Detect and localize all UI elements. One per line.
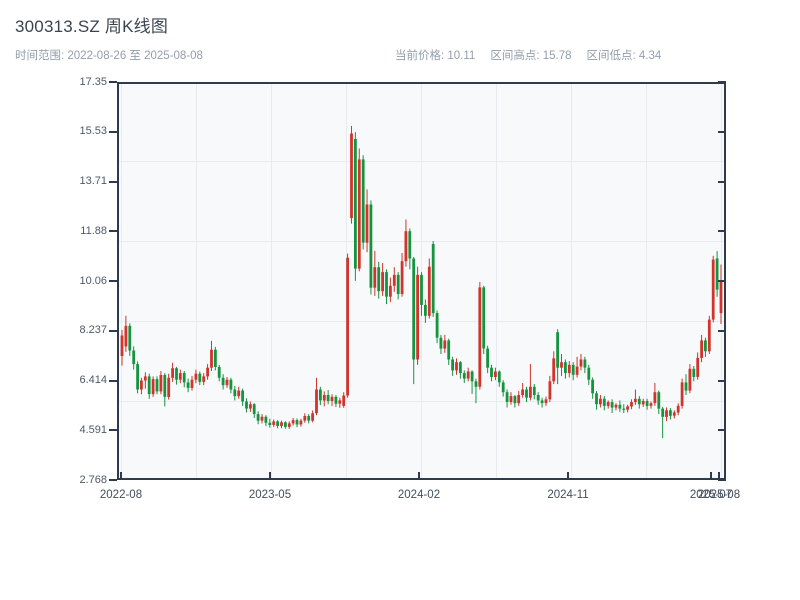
x-tick-label: 2025-08: [697, 489, 741, 501]
tick-mark: [109, 180, 117, 183]
x-tick-label: 2025-07: [689, 489, 733, 501]
tick-mark: [718, 329, 726, 332]
range-high-label: 区间高点: 15.78: [490, 50, 572, 62]
candlestick-plot: [120, 125, 723, 439]
tick-mark: [418, 472, 420, 479]
y-tick-label: 8.237: [79, 324, 107, 336]
price-summary: 当前价格: 10.11 区间高点: 15.78 区间低点: 4.34: [395, 47, 661, 63]
x-tick-label: 2022-08: [99, 489, 143, 501]
tick-mark: [710, 472, 712, 479]
y-tick-label: 4.591: [79, 424, 107, 436]
y-tick-label: 6.414: [79, 374, 107, 386]
x-tick-label: 2024-11: [547, 489, 589, 501]
range-low-label: 区间低点: 4.34: [586, 50, 662, 62]
tick-mark: [718, 280, 726, 282]
tick-mark: [718, 81, 726, 83]
tick-mark: [718, 479, 726, 481]
tick-mark: [718, 472, 720, 479]
page-title: 300313.SZ 周K线图: [15, 17, 169, 36]
tick-mark: [109, 230, 117, 233]
tick-mark: [269, 472, 271, 479]
tick-mark: [109, 429, 117, 432]
y-tick-label: 11.88: [80, 225, 107, 237]
tick-mark: [120, 472, 122, 479]
tick-mark: [109, 379, 117, 382]
time-range-label: 时间范围: 2022-08-26 至 2025-08-08: [15, 50, 203, 62]
x-tick-label: 2023-05: [248, 489, 292, 501]
y-tick-label: 2.768: [79, 474, 107, 486]
tick-mark: [109, 329, 117, 332]
y-tick-label: 10.06: [79, 275, 107, 287]
y-tick-label: 17.35: [79, 76, 107, 88]
tick-mark: [718, 379, 726, 382]
tick-mark: [109, 280, 117, 282]
current-price-label: 当前价格: 10.11: [395, 50, 476, 62]
tick-mark: [109, 479, 117, 481]
candlestick-chart: [117, 82, 726, 480]
y-tick-label: 15.53: [79, 125, 107, 137]
x-tick-label: 2024-02: [397, 489, 441, 501]
tick-mark: [718, 180, 726, 183]
tick-mark: [109, 130, 117, 133]
tick-mark: [718, 230, 726, 233]
tick-mark: [109, 81, 117, 83]
tick-mark: [567, 472, 569, 479]
tick-mark: [718, 429, 726, 432]
tick-mark: [718, 130, 726, 133]
y-tick-label: 13.71: [79, 175, 107, 187]
